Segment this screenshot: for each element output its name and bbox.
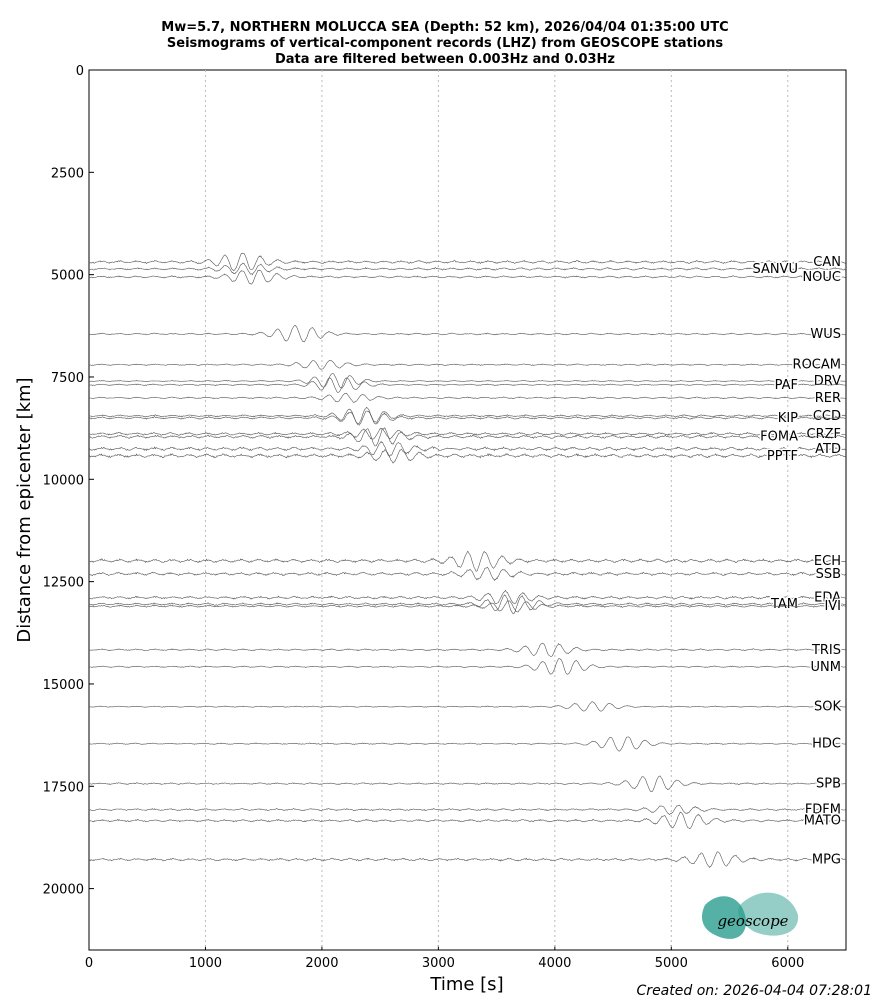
station-label: IVI <box>824 599 841 614</box>
station-label: CRZF <box>807 427 842 442</box>
station-label: ECH <box>814 554 841 569</box>
seismogram-trace <box>88 594 846 615</box>
seismogram-trace <box>88 448 846 464</box>
station-label: UNM <box>811 660 841 675</box>
seismogram-trace <box>89 392 846 403</box>
x-tick-label: 6000 <box>771 956 804 971</box>
seismogram-trace <box>88 775 846 793</box>
chart-title: Mw=5.7, NORTHERN MOLUCCA SEA (Depth: 52 … <box>161 20 728 35</box>
y-tick-label: 15000 <box>43 678 84 693</box>
y-tick-label: 10000 <box>43 473 84 488</box>
seismogram-trace <box>88 269 847 285</box>
station-label: MPG <box>812 853 841 868</box>
plot-frame <box>88 69 847 951</box>
station-label: CAN <box>813 255 841 270</box>
seismogram-trace <box>89 851 846 868</box>
y-tick-label: 2500 <box>51 166 84 181</box>
station-label: SOK <box>814 700 841 715</box>
seismogram-trace <box>88 377 846 393</box>
y-tick-label: 20000 <box>43 883 84 898</box>
seismogram-trace <box>88 427 846 447</box>
station-label: PAF <box>775 378 798 393</box>
station-label: SANVU <box>752 262 798 277</box>
seismogram-trace <box>88 589 846 604</box>
chart-subtitle: Seismograms of vertical-component record… <box>167 36 723 51</box>
seismogram-trace <box>88 642 846 657</box>
seismogram-trace <box>89 410 846 426</box>
chart-subtitle: Data are filtered between 0.003Hz and 0.… <box>275 52 615 67</box>
x-tick-label: 5000 <box>655 956 688 971</box>
station-label: PPTF <box>767 449 798 464</box>
seismogram-trace <box>88 550 846 572</box>
seismogram-trace <box>89 811 846 830</box>
station-label: WUS <box>810 327 841 342</box>
x-tick-label: 2000 <box>305 956 338 971</box>
station-label: ROCAM <box>793 358 841 373</box>
logo: geoscope <box>702 892 799 939</box>
x-tick-label: 3000 <box>422 956 455 971</box>
seismogram-trace <box>88 804 847 816</box>
seismogram-trace <box>88 427 846 440</box>
station-label: TAM <box>770 597 798 612</box>
station-label: FOMA <box>760 430 798 445</box>
seismogram-trace <box>88 373 846 389</box>
seismogram-trace <box>88 324 846 343</box>
seismogram-trace <box>88 701 846 712</box>
x-tick-label: 0 <box>85 956 93 971</box>
seismogram-trace <box>88 566 847 582</box>
seismogram-trace <box>88 736 846 752</box>
seismogram-trace <box>88 600 846 613</box>
x-tick-label: 4000 <box>538 956 571 971</box>
station-label: SPB <box>816 777 841 792</box>
station-label: TRIS <box>811 643 841 658</box>
y-axis-label: Distance from epicenter [km] <box>14 377 35 642</box>
station-label: NOUC <box>802 270 841 285</box>
station-label: HDC <box>812 737 841 752</box>
logo-text: geoscope <box>717 912 788 930</box>
station-label: EDA <box>814 591 841 606</box>
y-tick-label: 12500 <box>43 576 84 591</box>
x-axis-label: Time [s] <box>429 974 503 995</box>
seismogram-trace <box>88 262 846 276</box>
station-label: RER <box>815 391 841 406</box>
seismogram-trace <box>88 359 846 370</box>
seismogram-trace <box>89 406 846 424</box>
y-tick-label: 5000 <box>51 269 84 284</box>
station-label: CCD <box>813 409 841 424</box>
station-label: SSB <box>816 567 841 582</box>
station-label: FDFM <box>805 803 841 818</box>
y-tick-label: 0 <box>76 64 84 79</box>
seismogram-trace <box>88 440 846 458</box>
footer: Created on: 2026-04-04 07:28:01 <box>637 983 872 999</box>
station-label: MATO <box>804 814 841 829</box>
station-label: DRV <box>814 374 841 389</box>
x-tick-label: 1000 <box>189 956 222 971</box>
y-tick-label: 7500 <box>51 371 84 386</box>
seismogram-trace <box>88 658 846 675</box>
seismogram-trace <box>88 252 846 272</box>
station-label: KIP <box>778 411 798 426</box>
y-tick-label: 17500 <box>43 780 84 795</box>
